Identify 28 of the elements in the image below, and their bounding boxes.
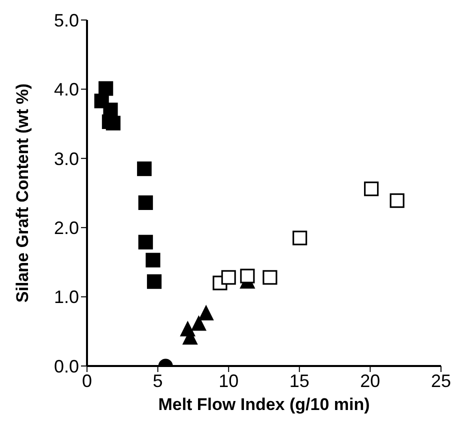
x-tick-label: 10: [218, 370, 239, 391]
point: [262, 270, 278, 285]
point: [138, 234, 153, 250]
x-axis-title: Melt Flow Index (g/10 min): [158, 395, 370, 414]
y-tick-label: 3.0: [54, 148, 79, 169]
point: [98, 81, 114, 96]
x-tick-label: 25: [430, 370, 452, 391]
y-tick-label: 5.0: [54, 10, 79, 30]
y-tick-label: 1.0: [54, 287, 79, 308]
point: [137, 161, 152, 176]
point: [146, 252, 160, 268]
x-tick-label: 0: [82, 370, 92, 391]
point: [390, 193, 404, 208]
x-tick-label: 20: [360, 370, 380, 391]
point: [364, 182, 379, 196]
point: [191, 316, 206, 331]
y-tick-label: 0.0: [54, 356, 79, 376]
point: [221, 270, 236, 285]
y-tick-label: 4.0: [54, 80, 79, 100]
point: [198, 306, 214, 320]
point: [138, 195, 153, 210]
point: [146, 274, 162, 289]
x-tick-label: 5: [152, 370, 163, 391]
y-axis-title: Silane Graft Content (wt %): [13, 83, 32, 303]
y-tick-label: 2.0: [54, 218, 79, 238]
point: [292, 230, 308, 246]
x-tick-label: 15: [289, 370, 310, 391]
point: [240, 268, 255, 284]
